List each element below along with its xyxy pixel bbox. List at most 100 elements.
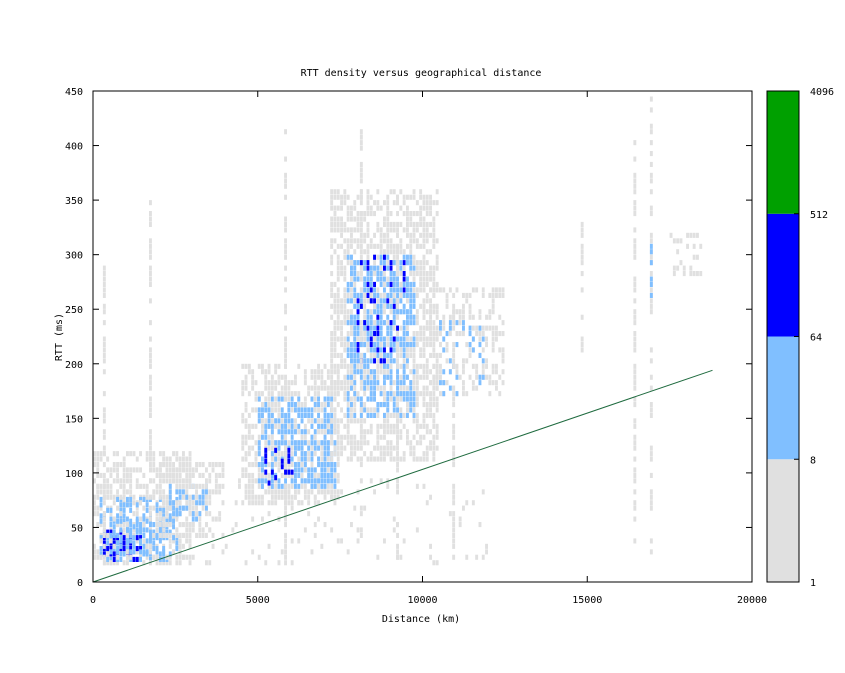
heatmap-cell xyxy=(142,532,146,538)
heatmap-cell xyxy=(162,451,166,457)
heatmap-cell xyxy=(139,500,142,506)
heatmap-cell xyxy=(251,478,255,484)
heatmap-cell xyxy=(142,513,146,519)
heatmap-cell xyxy=(386,391,390,397)
heatmap-cell xyxy=(303,423,307,429)
heatmap-cell xyxy=(409,238,413,244)
heatmap-cell xyxy=(195,489,198,495)
heatmap-cell xyxy=(406,363,409,369)
heatmap-cell xyxy=(422,243,426,249)
heatmap-cell xyxy=(369,423,373,429)
heatmap-cell xyxy=(165,478,169,484)
heatmap-cell xyxy=(392,380,396,386)
heatmap-cell xyxy=(126,549,129,555)
heatmap-cell xyxy=(310,451,314,457)
heatmap-streak-cell xyxy=(633,249,637,255)
heatmap-streak-cell xyxy=(396,440,399,446)
heatmap-cell xyxy=(303,462,307,468)
heatmap-cell xyxy=(346,342,350,348)
heatmap-streak-cell xyxy=(284,249,287,255)
heatmap-cell xyxy=(422,363,426,369)
heatmap-cell xyxy=(145,538,149,544)
heatmap-cell xyxy=(257,396,261,402)
heatmap-cell xyxy=(317,472,320,478)
heatmap-cell xyxy=(284,440,287,446)
heatmap-cell xyxy=(376,221,380,227)
heatmap-cell xyxy=(280,464,284,470)
heatmap-streak-cell xyxy=(284,538,287,544)
heatmap-cell xyxy=(336,303,340,309)
heatmap-cell xyxy=(261,456,264,462)
heatmap-cell xyxy=(366,276,370,282)
heatmap-cell xyxy=(422,396,426,402)
heatmap-cell xyxy=(158,462,162,468)
heatmap-cell xyxy=(425,227,429,233)
heatmap-cell xyxy=(415,227,419,233)
heatmap-cell xyxy=(432,292,436,298)
heatmap-cell xyxy=(471,385,475,391)
heatmap-cell xyxy=(412,396,416,402)
heatmap-cell xyxy=(379,303,383,309)
heatmap-cell xyxy=(257,554,261,560)
heatmap-cell xyxy=(277,478,281,484)
heatmap-cell xyxy=(326,391,330,397)
heatmap-cell xyxy=(168,538,172,544)
heatmap-cell xyxy=(172,524,175,530)
heatmap-cell xyxy=(238,483,241,489)
heatmap-cell xyxy=(383,254,386,260)
heatmap-cell xyxy=(392,281,396,287)
heatmap-cell xyxy=(336,260,340,266)
heatmap-cell xyxy=(448,369,452,375)
heatmap-streak-cell xyxy=(149,396,152,402)
heatmap-streak-cell xyxy=(580,249,584,255)
heatmap-cell xyxy=(373,254,376,260)
heatmap-cell xyxy=(422,205,426,211)
heatmap-cell xyxy=(415,211,419,217)
heatmap-cell xyxy=(373,331,376,337)
heatmap-cell xyxy=(366,271,370,277)
heatmap-cell xyxy=(425,238,429,244)
heatmap-cell xyxy=(409,249,413,255)
heatmap-cell xyxy=(267,418,271,424)
heatmap-cell xyxy=(218,472,222,478)
heatmap-cell xyxy=(142,505,146,511)
heatmap-streak-cell xyxy=(633,489,637,495)
heatmap-cell xyxy=(422,200,426,206)
heatmap-cell xyxy=(234,522,238,528)
heatmap-cell xyxy=(152,546,156,552)
heatmap-cell xyxy=(168,551,172,557)
heatmap-cell xyxy=(158,560,162,566)
heatmap-cell xyxy=(274,500,278,506)
heatmap-cell xyxy=(149,543,152,549)
heatmap-cell xyxy=(412,189,416,195)
heatmap-cell xyxy=(122,535,126,541)
heatmap-cell xyxy=(257,440,261,446)
heatmap-streak-cell xyxy=(633,516,637,522)
heatmap-cell xyxy=(241,472,245,478)
heatmap-cell xyxy=(439,380,442,386)
heatmap-cell xyxy=(330,281,334,287)
heatmap-cell xyxy=(412,358,416,364)
heatmap-cell xyxy=(432,271,436,277)
heatmap-cell xyxy=(468,374,472,380)
heatmap-cell xyxy=(274,363,278,369)
heatmap-cell xyxy=(333,369,337,375)
heatmap-cell xyxy=(435,363,439,369)
heatmap-streak-cell xyxy=(102,391,106,397)
heatmap-cell xyxy=(195,462,198,468)
heatmap-cell xyxy=(432,200,436,206)
heatmap-cell xyxy=(412,456,416,462)
heatmap-cell xyxy=(425,298,429,304)
heatmap-cell xyxy=(383,374,386,380)
heatmap-cell xyxy=(373,374,376,380)
heatmap-cell xyxy=(389,260,393,266)
heatmap-cell xyxy=(343,200,347,206)
heatmap-cell xyxy=(429,271,432,277)
heatmap-cell xyxy=(109,489,113,495)
heatmap-cell xyxy=(280,458,284,464)
heatmap-cell xyxy=(425,325,429,331)
heatmap-cell xyxy=(320,451,324,457)
heatmap-cell xyxy=(419,281,423,287)
heatmap-cell xyxy=(162,456,166,462)
heatmap-cell xyxy=(491,298,495,304)
